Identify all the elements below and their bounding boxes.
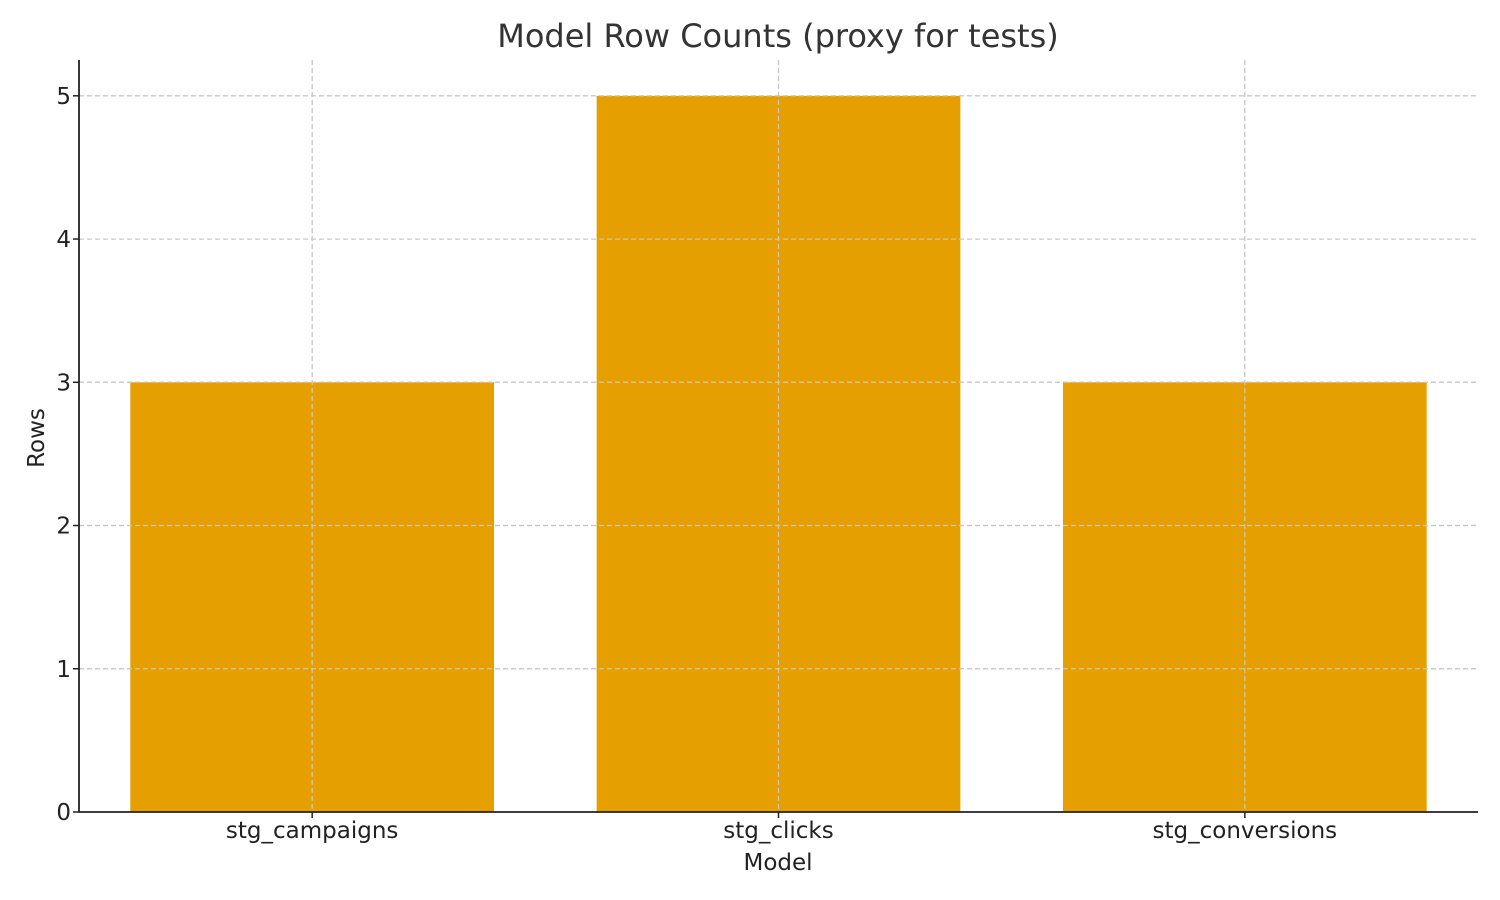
bars (79, 60, 1478, 813)
x-axis-label: Model (743, 850, 812, 876)
y-tick-label: 1 (56, 657, 71, 683)
x-tick-label: stg_clicks (723, 818, 833, 844)
x-tick-label: stg_conversions (1153, 818, 1338, 844)
y-tick-label: 0 (56, 800, 71, 826)
tick-labels: 0 1 2 3 4 5 stg_campaigns stg_clicks stg_convers… (56, 84, 1337, 844)
y-tick-label: 2 (56, 514, 71, 540)
x-tick-label: stg_campaigns (226, 818, 399, 844)
chart-title: Model Row Counts (proxy for tests) (497, 17, 1059, 55)
y-tick-label: 3 (56, 370, 71, 396)
y-tick-label: 4 (56, 227, 71, 253)
y-tick-label: 5 (56, 84, 71, 110)
y-axis-label: Rows (24, 408, 50, 468)
axes (73, 60, 1478, 818)
